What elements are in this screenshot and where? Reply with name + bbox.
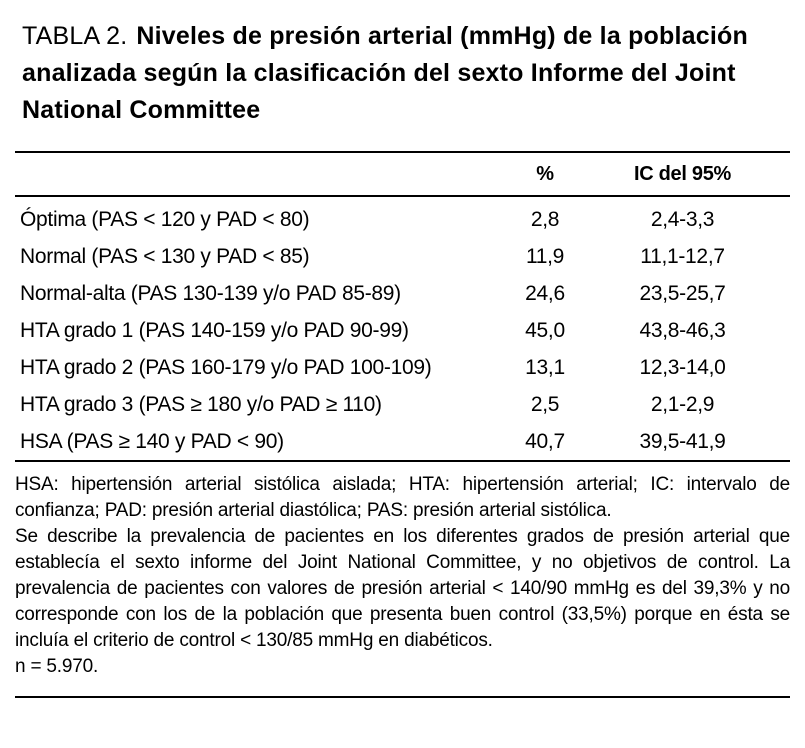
row-category: Normal (PAS < 130 y PAD < 85): [20, 244, 310, 268]
row-category: Normal-alta (PAS 130-139 y/o PAD 85-89): [20, 281, 401, 305]
row-category: HTA grado 3 (PAS ≥ 180 y/o PAD ≥ 110): [20, 392, 382, 416]
row-percent: 2,8: [530, 207, 560, 231]
table-row: HTA grado 1 (PAS 140-159 y/o PAD 90-99) …: [15, 312, 790, 349]
row-ci: 2,1-2,9: [650, 392, 715, 416]
table-title: TABLA 2. Niveles de presión arterial (mmH…: [22, 18, 790, 129]
row-category: HSA (PAS ≥ 140 y PAD < 90): [20, 429, 284, 453]
row-percent: 40,7: [525, 429, 565, 453]
row-ci: 2,4-3,3: [650, 207, 715, 231]
table-row: Normal (PAS < 130 y PAD < 85) 11,9 11,1-…: [15, 238, 790, 275]
table-number: TABLA 2.: [22, 22, 128, 50]
col-header-category: [15, 152, 485, 197]
row-category: HTA grado 2 (PAS 160-179 y/o PAD 100-109…: [20, 355, 432, 379]
table-caption: Niveles de presión arterial (mmHg) de la…: [22, 22, 748, 124]
row-ci: 11,1-12,7: [640, 244, 725, 268]
col-header-ci: IC del 95%: [605, 152, 790, 197]
table-footnotes: HSA: hipertensión arterial sistólica ais…: [15, 462, 790, 698]
table-row: HTA grado 3 (PAS ≥ 180 y/o PAD ≥ 110) 2,…: [15, 386, 790, 423]
table-row: HTA grado 2 (PAS 160-179 y/o PAD 100-109…: [15, 349, 790, 386]
table-row: Normal-alta (PAS 130-139 y/o PAD 85-89) …: [15, 275, 790, 312]
row-percent: 45,0: [525, 318, 565, 342]
footnote-description: Se describe la prevalencia de pacientes …: [15, 526, 790, 651]
data-table: % IC del 95% Óptima (PAS < 120 y PAD < 8…: [15, 151, 790, 462]
row-category: Óptima (PAS < 120 y PAD < 80): [20, 207, 310, 231]
row-percent: 2,5: [530, 392, 560, 416]
row-percent: 11,9: [525, 244, 565, 268]
header-row: % IC del 95%: [15, 152, 790, 197]
row-ci: 23,5-25,7: [639, 281, 726, 305]
row-ci: 12,3-14,0: [639, 355, 726, 379]
row-category: HTA grado 1 (PAS 140-159 y/o PAD 90-99): [20, 318, 409, 342]
col-header-percent: %: [485, 152, 605, 197]
footnote-abbreviations: HSA: hipertensión arterial sistólica ais…: [15, 474, 790, 521]
table-row: Óptima (PAS < 120 y PAD < 80) 2,8 2,4-3,…: [15, 196, 790, 238]
table-row: HSA (PAS ≥ 140 y PAD < 90) 40,7 39,5-41,…: [15, 423, 790, 461]
row-ci: 39,5-41,9: [639, 429, 726, 453]
row-percent: 24,6: [525, 281, 565, 305]
footnote-sample-size: n = 5.970.: [15, 656, 99, 677]
row-percent: 13,1: [525, 355, 565, 379]
row-ci: 43,8-46,3: [639, 318, 726, 342]
